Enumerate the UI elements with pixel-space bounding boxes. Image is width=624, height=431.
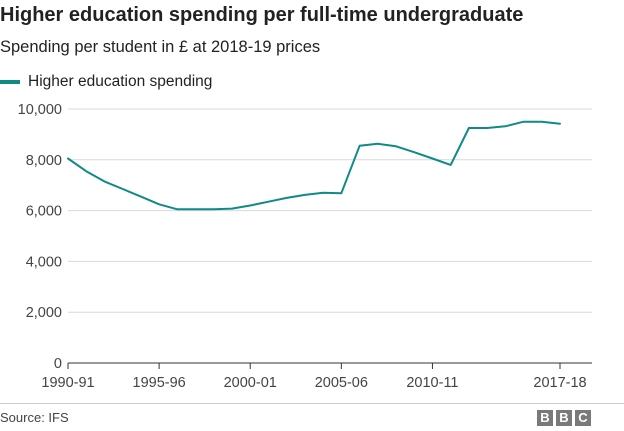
bbc-logo: B B C: [537, 410, 591, 426]
logo-letter-b1: B: [537, 410, 553, 426]
series-line: [67, 120, 561, 211]
line-chart: 0 2,000 4,000 6,000 8,000 10,000 1990-91 1995-9…: [18, 102, 592, 391]
legend: Higher education spending: [0, 73, 212, 91]
legend-swatch: [0, 80, 20, 84]
source-note: Source: IFS: [0, 410, 69, 425]
series-layer: [67, 120, 561, 211]
y-tick-label: 8,000: [26, 153, 62, 169]
y-tick-label: 6,000: [26, 204, 62, 220]
chart-subtitle: Spending per student in £ at 2018-19 pri…: [0, 38, 321, 56]
logo-letter-c: C: [575, 410, 591, 426]
logo-letter-b2: B: [556, 410, 572, 426]
x-tick-label: 2000-01: [224, 375, 277, 391]
x-tick-label: 2005-06: [315, 375, 368, 391]
y-tick-label: 4,000: [26, 254, 62, 270]
y-tick-label: 2,000: [26, 305, 62, 321]
legend-label: Higher education spending: [28, 73, 213, 90]
x-tick-label: 1990-91: [41, 375, 94, 391]
x-tick-label: 2010-11: [406, 375, 458, 391]
axes: 0 2,000 4,000 6,000 8,000 10,000 1990-91 1995-9…: [18, 102, 592, 391]
gridlines: [68, 108, 592, 313]
x-tick-label: 2017-18: [533, 375, 586, 391]
y-tick-label: 0: [54, 356, 62, 372]
footer-divider: [0, 403, 624, 404]
x-tick-label: 1995-96: [133, 375, 186, 391]
chart-title: Higher education spending per full-time …: [0, 4, 524, 26]
y-tick-label: 10,000: [18, 102, 62, 118]
